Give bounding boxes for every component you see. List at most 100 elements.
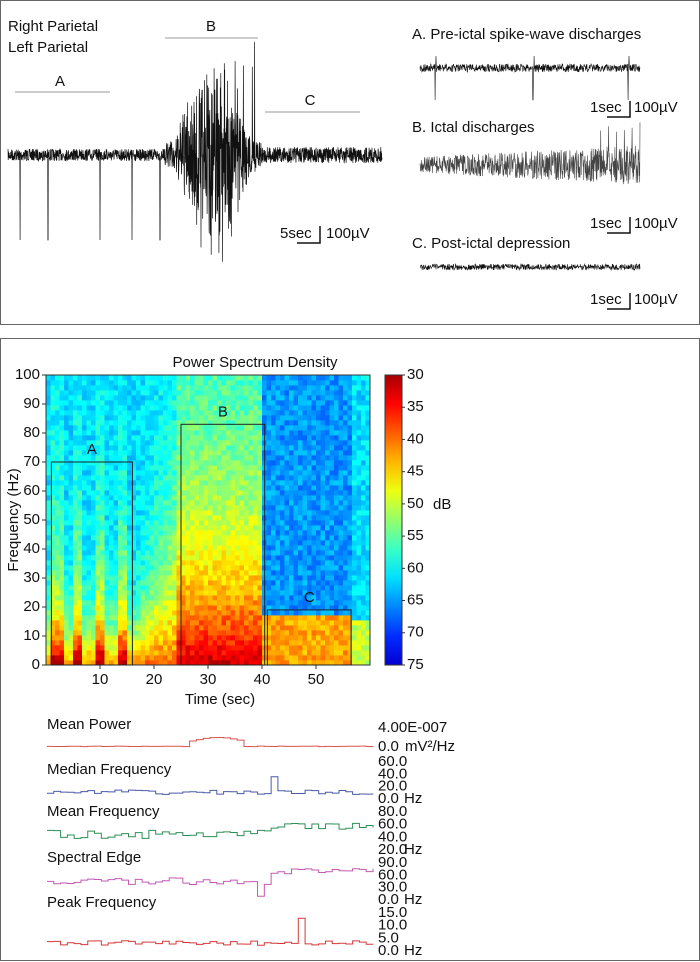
- heatmap-cell: [365, 455, 371, 461]
- heatmap-cell: [302, 600, 308, 606]
- heatmap-cell: [230, 440, 236, 446]
- heatmap-cell: [163, 520, 168, 526]
- heatmap-cell: [118, 650, 123, 656]
- heatmap-cell: [167, 440, 173, 446]
- heatmap-cell: [334, 550, 339, 556]
- heatmap-cell: [158, 650, 164, 656]
- heatmap-cell: [145, 615, 150, 621]
- heatmap-cell: [221, 540, 227, 546]
- heatmap-cell: [194, 580, 200, 586]
- heatmap-cell: [109, 375, 114, 381]
- heatmap-cell: [203, 420, 209, 426]
- heatmap-cell: [86, 615, 92, 621]
- heatmap-cell: [365, 570, 371, 576]
- heatmap-cell: [208, 565, 213, 571]
- heatmap-cell: [50, 645, 56, 651]
- heatmap-cell: [140, 635, 146, 641]
- heatmap-cell: [293, 540, 299, 546]
- heatmap-cell: [226, 435, 231, 441]
- heatmap-cell: [271, 500, 276, 506]
- heatmap-cell: [140, 535, 146, 541]
- heatmap-cell: [140, 525, 146, 531]
- heatmap-cell: [338, 540, 344, 546]
- heatmap-cell: [64, 475, 69, 481]
- heatmap-cell: [199, 440, 204, 446]
- heatmap-cell: [100, 395, 105, 401]
- heatmap-cell: [181, 535, 186, 541]
- heatmap-cell: [100, 400, 105, 406]
- colorbar-tick-label: 60: [407, 559, 424, 576]
- heatmap-cell: [347, 650, 353, 656]
- heatmap-cell: [284, 645, 290, 651]
- heatmap-cell: [253, 520, 258, 526]
- heatmap-cell: [104, 635, 110, 641]
- heatmap-cell: [86, 490, 92, 496]
- heatmap-cell: [77, 650, 83, 656]
- heatmap-cell: [109, 645, 114, 651]
- heatmap-cell: [68, 485, 74, 491]
- heatmap-cell: [343, 540, 348, 546]
- heatmap-cell: [302, 570, 308, 576]
- heatmap-cell: [284, 410, 290, 416]
- heatmap-cell: [298, 545, 303, 551]
- heatmap-cell: [311, 420, 317, 426]
- heatmap-cell: [104, 580, 110, 586]
- heatmap-cell: [100, 565, 105, 571]
- heatmap-cell: [208, 625, 213, 631]
- heatmap-cell: [284, 560, 290, 566]
- heatmap-cell: [199, 545, 204, 551]
- heatmap-cell: [77, 610, 83, 616]
- heatmap-cell: [208, 580, 213, 586]
- heatmap-cell: [68, 545, 74, 551]
- heatmap-cell: [257, 590, 263, 596]
- heatmap-cell: [356, 445, 362, 451]
- heatmap-cell: [262, 385, 267, 391]
- heatmap-cell: [158, 420, 164, 426]
- heatmap-cell: [181, 455, 186, 461]
- heatmap-cell: [361, 450, 366, 456]
- heatmap-cell: [298, 505, 303, 511]
- heatmap-cell: [113, 590, 119, 596]
- heatmap-cell: [208, 445, 213, 451]
- heatmap-cell: [64, 575, 69, 581]
- heatmap-cell: [311, 600, 317, 606]
- heatmap-cell: [212, 490, 218, 496]
- trend-unit: mV²/Hz: [405, 738, 455, 755]
- heatmap-cell: [68, 495, 74, 501]
- heatmap-cell: [239, 555, 245, 561]
- heatmap-cell: [158, 635, 164, 641]
- colorbar-tick-label: 30: [407, 366, 424, 383]
- heatmap-cell: [275, 455, 281, 461]
- heatmap-cell: [163, 395, 168, 401]
- heatmap-cell: [172, 400, 177, 406]
- heatmap-cell: [176, 570, 182, 576]
- heatmap-cell: [91, 585, 96, 591]
- heatmap-cell: [55, 425, 60, 431]
- heatmap-cell: [127, 520, 132, 526]
- heatmap-cell: [46, 600, 51, 606]
- heatmap-cell: [217, 485, 222, 491]
- heatmap-cell: [280, 480, 285, 486]
- heatmap-cell: [329, 640, 335, 646]
- heatmap-cell: [302, 510, 308, 516]
- heatmap-cell: [307, 465, 312, 471]
- heatmap-cell: [311, 445, 317, 451]
- heatmap-cell: [289, 545, 294, 551]
- heatmap-cell: [185, 405, 191, 411]
- heatmap-cell: [361, 430, 366, 436]
- heatmap-cell: [122, 405, 128, 411]
- heatmap-cell: [181, 510, 186, 516]
- heatmap-cell: [208, 630, 213, 636]
- heatmap-cell: [73, 445, 78, 451]
- heatmap-cell: [122, 570, 128, 576]
- heatmap-cell: [334, 395, 339, 401]
- heatmap-cell: [73, 395, 78, 401]
- heatmap-cell: [266, 605, 272, 611]
- heatmap-cell: [118, 645, 123, 651]
- heatmap-cell: [113, 615, 119, 621]
- heatmap-cell: [365, 615, 371, 621]
- heatmap-cell: [46, 585, 51, 591]
- heatmap-cell: [59, 435, 65, 441]
- heatmap-cell: [284, 465, 290, 471]
- heatmap-cell: [136, 550, 141, 556]
